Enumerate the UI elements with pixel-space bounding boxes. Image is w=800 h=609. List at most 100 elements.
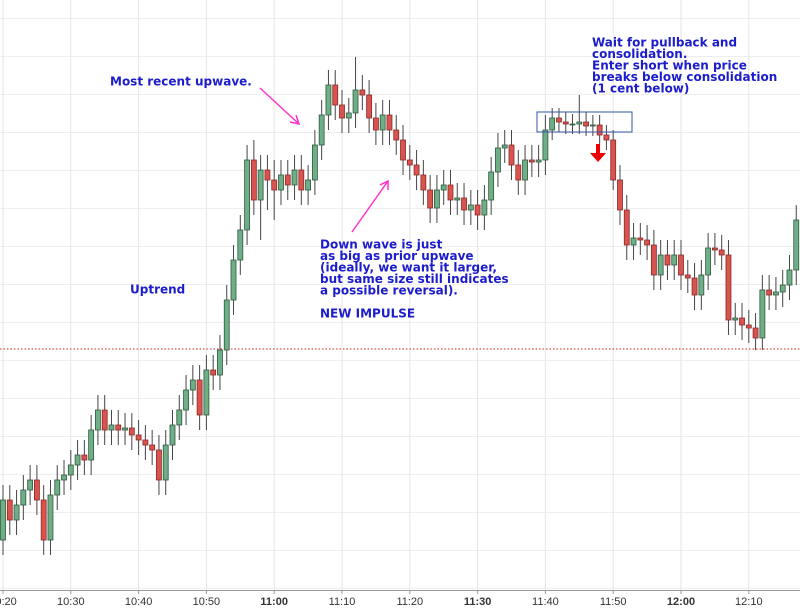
candle-body: [576, 121, 583, 125]
candle-body: [101, 409, 108, 431]
annotation: (ideally, we want it larger,: [320, 261, 497, 275]
candle-body: [691, 277, 698, 296]
candle-body: [250, 159, 257, 201]
candle-body: [732, 317, 739, 321]
candle-body: [20, 489, 27, 506]
candle-body: [515, 164, 522, 181]
candle-body: [488, 171, 495, 201]
candle-body: [210, 369, 217, 376]
x-tick-label: 11:00: [260, 596, 288, 608]
candle-body: [481, 199, 488, 216]
candle-body: [671, 254, 678, 266]
candle-body: [244, 159, 250, 231]
candle-body: [278, 174, 284, 191]
candle-body: [556, 117, 562, 123]
candle-body: [318, 114, 325, 146]
x-tick-label: 10:40: [125, 596, 153, 608]
annotation: as big as prior upwave: [320, 249, 474, 263]
candle-body: [13, 504, 20, 521]
annotation: consolidation.: [592, 47, 687, 61]
x-tick-label: 10:30: [57, 596, 85, 608]
candle-body: [311, 144, 318, 181]
candle-body: [359, 89, 366, 96]
annotation: Down wave is just: [320, 238, 443, 252]
candle-body: [630, 237, 637, 246]
annotation: Uptrend: [130, 283, 185, 297]
candle-body: [752, 327, 759, 339]
candle-body: [95, 409, 101, 431]
candle-body: [67, 464, 74, 476]
candle-body: [549, 117, 556, 131]
candle-body: [583, 121, 589, 127]
candle-body: [54, 479, 61, 496]
candle-body: [27, 479, 34, 491]
annotation: Enter short when price: [592, 59, 747, 73]
x-tick-label: 11:50: [600, 596, 627, 608]
candle-body: [739, 317, 745, 326]
candle-body: [237, 229, 244, 261]
candle-body: [603, 134, 610, 141]
candle-body: [745, 324, 752, 329]
candle-body: [203, 369, 210, 416]
candle-body: [284, 174, 291, 186]
candle-body: [61, 474, 67, 481]
candle-body: [162, 444, 169, 481]
candle-body: [169, 424, 176, 446]
candle-body: [589, 124, 596, 127]
annotation: NEW IMPULSE: [320, 307, 415, 321]
candle-body: [339, 104, 345, 119]
candle-body: [467, 204, 474, 211]
candle-body: [644, 239, 650, 246]
candle-body: [447, 184, 454, 201]
candle-body: [6, 499, 13, 521]
candle-body: [542, 129, 549, 161]
candle-body: [40, 499, 47, 541]
candle-body: [352, 89, 359, 114]
candle-body: [596, 124, 603, 136]
candle-body: [122, 427, 128, 431]
candle-body: [393, 129, 400, 141]
candle-body: [474, 204, 481, 216]
x-tick-label: 11:20: [396, 596, 423, 608]
annotation: Wait for pullback and: [592, 36, 737, 50]
candle-body: [650, 244, 657, 276]
candle-body: [88, 429, 95, 461]
consolidation-box: [536, 111, 633, 133]
candle-body: [664, 254, 671, 266]
candle-body: [379, 114, 386, 131]
candle-body: [156, 449, 162, 481]
candle-body: [81, 454, 88, 461]
candle-body: [535, 159, 542, 163]
candle-body: [196, 379, 203, 416]
annotation: but same size still indicates: [320, 272, 509, 286]
x-tick-label: 11:30: [464, 596, 492, 608]
candle-body: [610, 139, 617, 181]
background-grid: [0, 0, 800, 590]
candle-body: [189, 379, 196, 391]
annotation: (1 cent below): [592, 82, 689, 96]
candle-body: [705, 247, 712, 276]
candle-body: [386, 114, 393, 131]
annotation: Most recent upwave.: [110, 75, 252, 89]
candle-body: [0, 499, 6, 541]
candle-body: [135, 434, 142, 441]
candle-body: [508, 144, 515, 166]
candle-body: [149, 444, 156, 451]
candle-body: [725, 254, 732, 321]
candle-body: [325, 84, 332, 116]
candle-body: [495, 147, 501, 173]
candle-body: [522, 159, 528, 181]
candle-body: [793, 219, 800, 271]
candle-body: [372, 117, 379, 131]
candle-body: [176, 409, 183, 426]
candle-body: [528, 159, 535, 163]
candle-body: [562, 121, 569, 125]
candle-body: [684, 274, 691, 279]
short-arrow: [590, 144, 606, 162]
candle-body: [142, 439, 149, 446]
x-tick-label: 11:40: [532, 596, 559, 608]
candle-body: [440, 184, 447, 191]
candle-body: [678, 254, 684, 276]
candle-body: [34, 479, 40, 501]
candle-body: [420, 174, 427, 191]
